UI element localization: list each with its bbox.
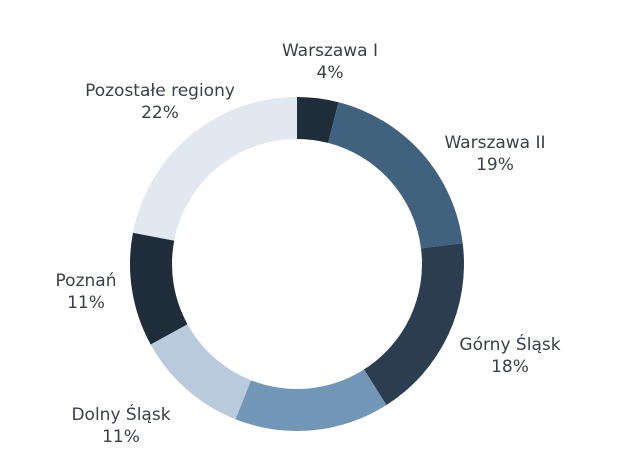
slice-label-poznan: Poznań — [56, 271, 117, 291]
slice-label-warszawa-i: Warszawa I — [282, 41, 378, 61]
slice-gorny-slask — [363, 243, 464, 406]
slice-label-gorny-slask: Górny Śląsk — [459, 333, 560, 355]
slice-value-poznan: 11% — [67, 293, 105, 313]
slice-value-pozostale-regiony: 22% — [141, 103, 179, 123]
slice-value-dolny-slask: 11% — [102, 427, 140, 447]
slice-value-warszawa-i: 4% — [317, 63, 344, 83]
slice-warszawa-ii — [328, 102, 463, 249]
slice-label-dolny-slask: Dolny Śląsk — [71, 403, 170, 425]
slice-label-warszawa-ii: Warszawa II — [444, 133, 545, 153]
slice-warszawa-i — [297, 97, 339, 143]
slice-poznan — [130, 232, 188, 345]
slices-group — [130, 97, 464, 431]
slice-pozostale-regiony — [132, 97, 297, 241]
slice-dolny-slask — [150, 324, 251, 420]
slice-unlabeled-3 — [235, 369, 387, 431]
slice-label-pozostale-regiony: Pozostałe regiony — [85, 81, 235, 101]
slice-value-gorny-slask: 18% — [491, 357, 529, 377]
slice-value-warszawa-ii: 19% — [476, 155, 514, 175]
